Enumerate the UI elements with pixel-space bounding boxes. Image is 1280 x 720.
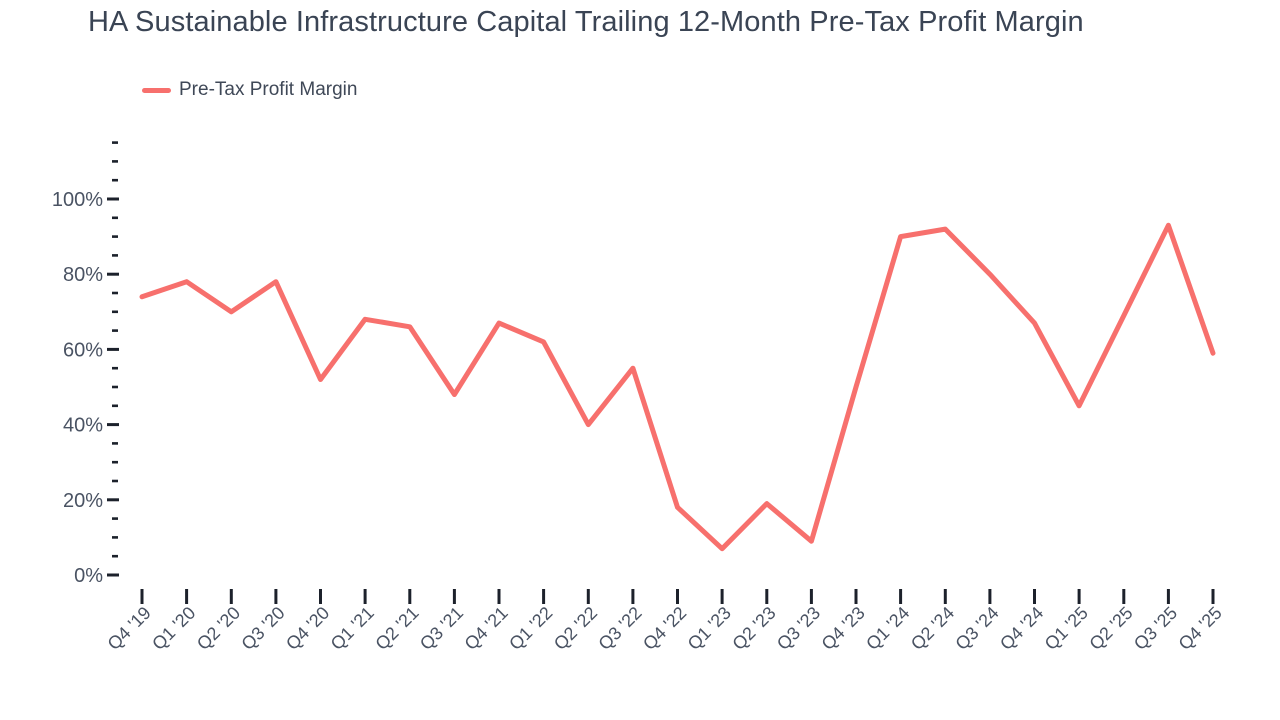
x-axis-label: Q1 '24 (862, 603, 913, 654)
x-axis-label: Q2 '20 (193, 603, 244, 654)
x-axis-label: Q4 '24 (996, 603, 1047, 654)
x-axis-label: Q4 '23 (818, 603, 869, 654)
y-axis-label: 20% (63, 490, 103, 512)
chart-title: HA Sustainable Infrastructure Capital Tr… (88, 6, 1084, 38)
profit-margin-line (139, 222, 1216, 552)
x-axis-label: Q2 '22 (550, 603, 601, 654)
x-axis-label: Q3 '20 (237, 603, 288, 654)
x-axis-label: Q1 '23 (684, 603, 735, 654)
x-axis-label: Q3 '25 (1130, 603, 1181, 654)
x-axis-label: Q4 '20 (282, 603, 333, 654)
x-axis-label: Q2 '24 (907, 603, 958, 654)
x-axis-label: Q3 '22 (594, 603, 645, 654)
x-axis-label: Q2 '25 (1085, 603, 1136, 654)
x-axis-label: Q1 '20 (148, 603, 199, 654)
x-axis-label: Q1 '21 (327, 603, 378, 654)
x-axis-label: Q4 '25 (1175, 603, 1226, 654)
y-axis-label: 100% (52, 189, 103, 211)
x-axis-label: Q2 '23 (728, 603, 779, 654)
x-axis-label: Q4 '19 (104, 603, 155, 654)
x-axis-label: Q3 '23 (773, 603, 824, 654)
x-axis-label: Q1 '25 (1041, 603, 1092, 654)
legend-line-swatch-icon (142, 87, 171, 93)
legend: Pre-Tax Profit Margin (142, 79, 357, 101)
legend-label: Pre-Tax Profit Margin (179, 79, 358, 100)
x-axis-label: Q3 '21 (416, 603, 467, 654)
y-axis-label: 60% (63, 339, 103, 361)
x-axis-label: Q1 '22 (505, 603, 556, 654)
y-axis-label: 80% (63, 264, 103, 286)
x-axis-label: Q4 '22 (639, 603, 690, 654)
y-axis-label: 40% (63, 415, 103, 437)
x-axis-label: Q2 '21 (371, 603, 422, 654)
y-axis-label: 0% (74, 565, 103, 587)
x-axis-label: Q4 '21 (461, 603, 512, 654)
x-axis-label: Q3 '24 (951, 603, 1002, 654)
